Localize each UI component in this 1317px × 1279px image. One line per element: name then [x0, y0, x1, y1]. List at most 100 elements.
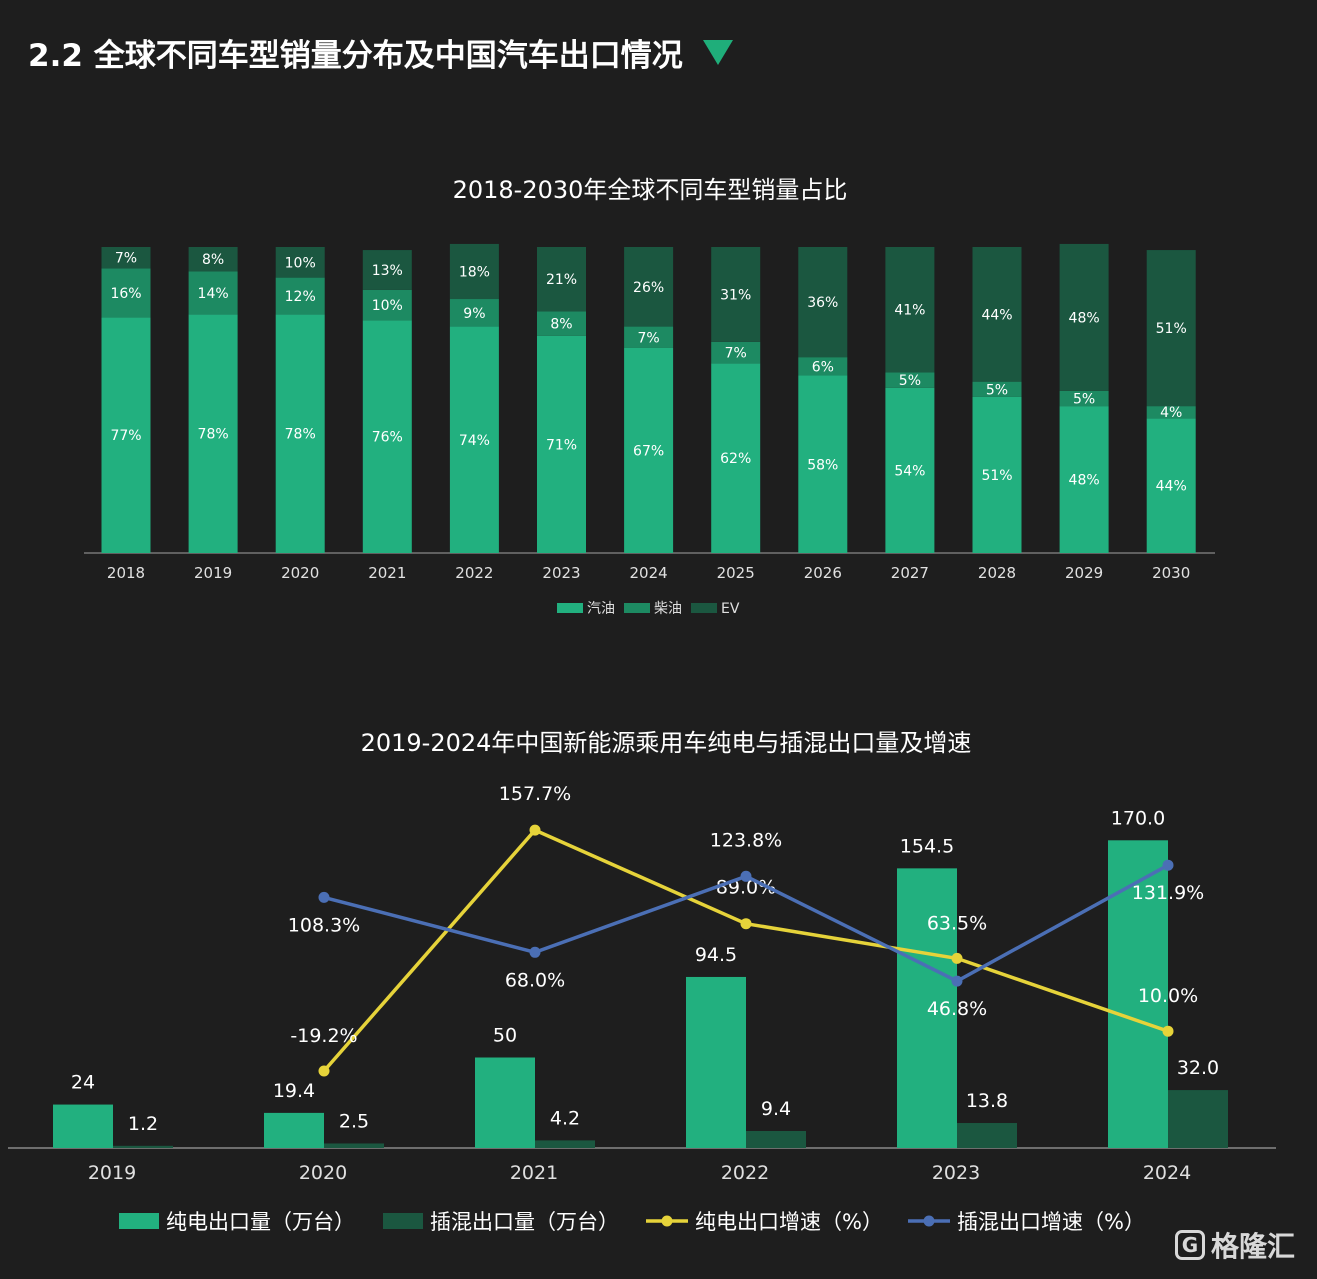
chart2-legend-label: 插混出口量（万台）	[430, 1210, 619, 1234]
chart1-data-label: 21%	[546, 272, 577, 288]
chart1-bar-segment	[275, 314, 325, 553]
watermark-logo-icon: G	[1174, 1230, 1205, 1260]
chart1-data-label: 13%	[372, 263, 403, 279]
chart2-bev-growth-point	[1162, 1025, 1174, 1037]
chart1-bar-segment	[711, 341, 761, 364]
chart1-data-label: 16%	[110, 286, 141, 302]
chart1-data-label: 9%	[463, 306, 485, 322]
chart2-phev-bar	[535, 1140, 595, 1148]
chart1-bar-segment	[188, 247, 238, 272]
chart2-tick-label: 2020	[299, 1162, 347, 1184]
chart1-bar-segment	[624, 326, 674, 348]
chart1-bar-segment	[449, 243, 499, 300]
chart1-tick-label: 2025	[717, 564, 755, 582]
chart1-bar-segment	[624, 247, 674, 327]
chart2-bev-growth-label: -19.2%	[290, 1025, 357, 1047]
chart2-phev-label: 2.5	[339, 1110, 369, 1132]
chart1-bar-segment	[711, 247, 761, 342]
chart2-phev-label: 13.8	[966, 1090, 1008, 1112]
chart2-phev-bar	[113, 1145, 173, 1148]
chart1-bar-segment	[537, 335, 586, 553]
chart2-legend-marker	[661, 1215, 673, 1227]
chart1-bar-segment	[972, 247, 1022, 382]
chart1-legend-swatch	[557, 603, 583, 613]
chart1-data-label: 48%	[1069, 473, 1100, 489]
chart1-data-label: 51%	[1156, 321, 1187, 337]
chart1-bar-segment	[1059, 243, 1109, 391]
chart1-legend-swatch	[691, 603, 717, 613]
chart1-tick-label: 2029	[1065, 564, 1103, 582]
chart1-data-label: 78%	[198, 427, 229, 443]
chart1-tick-label: 2024	[630, 564, 668, 582]
chart2-tick-label: 2023	[932, 1162, 980, 1184]
chart2-bev-bar	[475, 1057, 535, 1148]
chart1-data-label: 51%	[981, 468, 1012, 484]
chart1-bar-segment	[798, 247, 848, 358]
chart2-phev-growth-label: 68.0%	[505, 969, 565, 991]
chart2-phev-bar	[746, 1130, 806, 1148]
chart2-phev-growth-label: 131.9%	[1132, 882, 1204, 904]
chart2-title: 2019-2024年中国新能源乘用车纯电与插混出口量及增速	[361, 729, 972, 757]
chart1-data-label: 54%	[894, 463, 925, 479]
chart1-bar-segment	[711, 363, 761, 553]
chart2-phev-label: 4.2	[550, 1107, 580, 1129]
chart1-data-label: 8%	[550, 317, 572, 333]
chart2-phev-growth-point	[740, 870, 752, 882]
chart2-phev-label: 32.0	[1177, 1057, 1219, 1079]
chart1-legend-label: 汽油	[587, 601, 615, 617]
chart1-data-label: 74%	[459, 433, 490, 449]
chart1-bar-segment	[1146, 406, 1196, 419]
chart2-legend-swatch-phev	[383, 1213, 423, 1229]
chart1-tick-label: 2027	[891, 564, 929, 582]
chart1-bar-segment	[537, 311, 586, 336]
chart2-bev-growth-point	[740, 918, 752, 930]
watermark-text: 格隆汇	[1210, 1230, 1295, 1263]
chart2-bev-label: 170.0	[1111, 807, 1165, 829]
chart1-bar-segment	[885, 372, 935, 388]
page-title-text: 2.2 全球不同车型销量分布及中国汽车出口情况	[28, 38, 683, 74]
chart1-bar-segment	[624, 347, 674, 553]
chart2-bev-growth-point	[951, 952, 963, 964]
chart2-bev-growth-point	[318, 1065, 330, 1077]
chart1-bar-segment	[972, 381, 1022, 397]
chart1-tick-label: 2026	[804, 564, 842, 582]
chart1-data-label: 48%	[1069, 310, 1100, 326]
chart1-bar-segment	[449, 299, 499, 327]
chart1-data-label: 44%	[981, 307, 1012, 323]
chart1-bar-segment	[449, 326, 499, 553]
triangle-down-icon	[702, 40, 733, 65]
chart1-bar-segment	[188, 271, 238, 315]
chart1-bar-segment	[362, 289, 412, 321]
chart1-bar-segment	[537, 247, 586, 312]
chart1-data-label: 18%	[459, 264, 490, 280]
chart2-phev-growth-point	[951, 975, 963, 987]
chart1-data-label: 10%	[285, 255, 316, 271]
chart1-tick-label: 2028	[978, 564, 1016, 582]
chart2-phev-bar	[1168, 1090, 1228, 1148]
chart1-data-label: 36%	[807, 295, 838, 311]
chart1-data-label: 76%	[372, 430, 403, 446]
chart1-data-label: 77%	[110, 428, 141, 444]
chart2-bev-bar	[53, 1104, 113, 1148]
chart2-bev-bar	[897, 868, 957, 1148]
chart1-data-label: 5%	[1073, 391, 1095, 407]
chart2-phev-growth-point	[318, 891, 330, 903]
chart2-bev-label: 154.5	[900, 835, 954, 857]
chart1-legend-label: EV	[721, 601, 740, 617]
chart2-tick-label: 2024	[1143, 1162, 1191, 1184]
chart2-phev-growth-point	[1162, 859, 1174, 871]
chart2-bev-growth-label: 63.5%	[927, 912, 987, 934]
chart2-bev-label: 94.5	[695, 944, 737, 966]
chart2-bev-label: 19.4	[273, 1080, 315, 1102]
chart1-bar-segment	[362, 320, 412, 553]
chart1-bar-segment	[1146, 250, 1196, 407]
chart1-tick-label: 2023	[542, 564, 580, 582]
chart1-bar-segment	[362, 250, 412, 290]
page-title: 2.2 全球不同车型销量分布及中国汽车出口情况	[28, 30, 733, 75]
chart1-bar-segment	[798, 357, 848, 376]
chart1-tick-label: 2019	[194, 564, 232, 582]
chart1-bar-segment	[1059, 406, 1109, 553]
chart1-data-label: 7%	[637, 330, 659, 346]
vehicle-share-chart: 2018-2030年全球不同车型销量占比 77% 16% 7% 2018 78% 14% 8%…	[84, 176, 1215, 617]
chart1-data-label: 31%	[720, 287, 751, 303]
